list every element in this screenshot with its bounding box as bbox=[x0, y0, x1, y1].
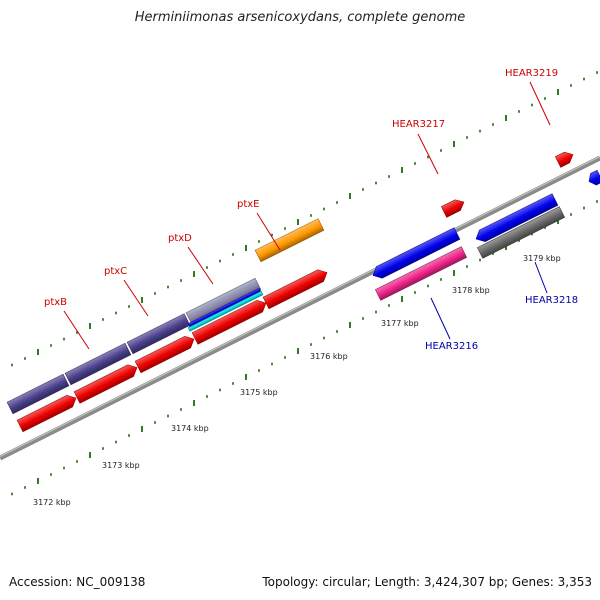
scale-label: 3173 kbp bbox=[102, 461, 140, 470]
leader-ptxE bbox=[256, 212, 281, 251]
cds-red-1 bbox=[16, 395, 77, 433]
cds-gray bbox=[476, 206, 566, 259]
gene-label-ptxC: ptxC bbox=[104, 266, 127, 277]
scale-label: 3176 kbp bbox=[310, 352, 348, 361]
cds-slate-4 bbox=[185, 277, 262, 325]
cds-red-small-1 bbox=[440, 199, 465, 218]
accession-text: Accession: NC_009138 bbox=[9, 575, 146, 589]
backbone-line bbox=[0, 155, 600, 461]
cds-slate-2 bbox=[64, 342, 132, 386]
gene-label-ptxE: ptxE bbox=[237, 199, 260, 210]
scale-label: 3178 kbp bbox=[452, 286, 490, 295]
label-leaders bbox=[63, 81, 551, 350]
scale-label: 3174 kbp bbox=[171, 424, 209, 433]
scale-label: 3179 kbp bbox=[523, 254, 561, 263]
backbone-highlight bbox=[0, 155, 600, 458]
scale-labels: 3172 kbp 3173 kbp 3174 kbp 3175 kbp 3176 kbp… bbox=[33, 254, 561, 507]
gene-labels: ptxB ptxC ptxD ptxE HEAR3217 HEAR3219 HEAR3216… bbox=[44, 68, 578, 352]
scale-label: 3172 kbp bbox=[33, 498, 71, 507]
gene-label-HEAR3218: HEAR3218 bbox=[525, 295, 578, 306]
upper-ticks bbox=[11, 71, 598, 367]
cds-pink bbox=[374, 246, 468, 301]
gene-label-HEAR3219: HEAR3219 bbox=[505, 68, 558, 79]
cds-blue-edge bbox=[588, 169, 600, 186]
leader-HEAR3217 bbox=[417, 133, 439, 175]
scale-label: 3177 kbp bbox=[381, 319, 419, 328]
cds-red-4 bbox=[191, 300, 267, 345]
leader-HEAR3216 bbox=[430, 297, 451, 340]
gene-label-ptxB: ptxB bbox=[44, 297, 67, 308]
topology-summary: Topology: circular; Length: 3,424,307 bp… bbox=[262, 575, 592, 589]
gene-label-ptxD: ptxD bbox=[168, 233, 192, 244]
gene-label-HEAR3217: HEAR3217 bbox=[392, 119, 445, 130]
genome-backbone bbox=[0, 155, 600, 461]
map-title: Herminiimonas arsenicoxydans, complete g… bbox=[134, 10, 466, 25]
cds-red-3 bbox=[134, 336, 195, 374]
cds-red-small-2 bbox=[554, 151, 574, 168]
lower-ticks bbox=[11, 200, 598, 496]
leader-ptxB bbox=[63, 310, 90, 350]
cds-orange bbox=[254, 218, 325, 263]
feature-track bbox=[6, 151, 600, 433]
cds-blue-1 bbox=[372, 227, 461, 279]
scale-label: 3175 kbp bbox=[240, 388, 278, 397]
leader-HEAR3218 bbox=[534, 261, 548, 294]
leader-HEAR3219 bbox=[529, 81, 551, 126]
leader-ptxD bbox=[187, 246, 214, 285]
gene-label-HEAR3216: HEAR3216 bbox=[425, 341, 478, 352]
cds-slate-1 bbox=[6, 373, 70, 415]
leader-ptxC bbox=[123, 279, 149, 317]
cds-red-5 bbox=[262, 269, 328, 310]
cds-blue-2 bbox=[475, 193, 559, 242]
cds-red-2 bbox=[73, 364, 138, 404]
cds-cyan-strip bbox=[187, 290, 264, 332]
